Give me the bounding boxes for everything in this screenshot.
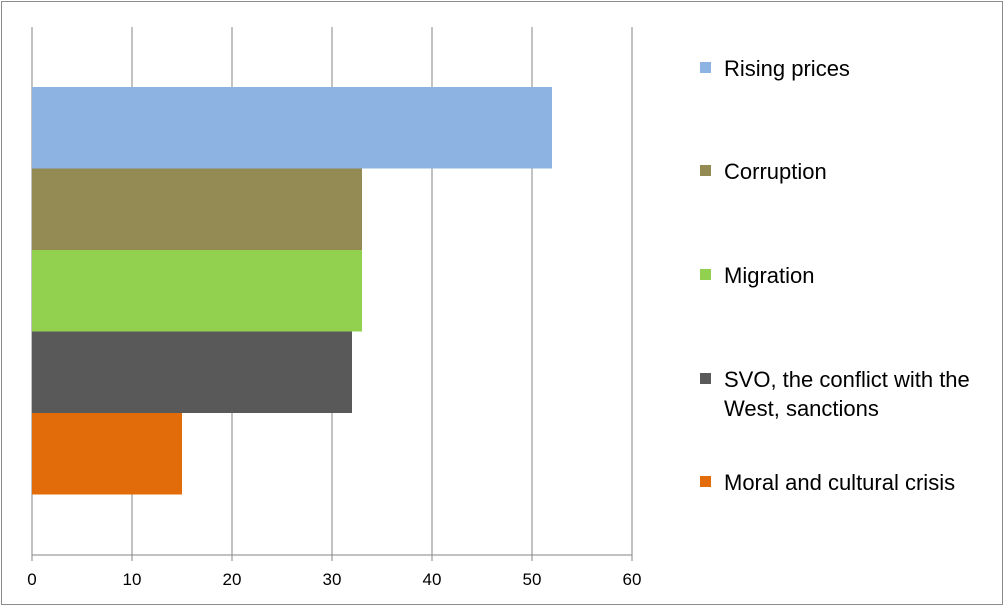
legend-item-corruption: Corruption <box>700 157 979 186</box>
x-tick-label: 50 <box>523 570 542 589</box>
bar <box>32 413 182 495</box>
bar <box>32 168 362 250</box>
x-tick-label: 40 <box>423 570 442 589</box>
x-tick-label: 60 <box>623 570 642 589</box>
legend-label: Moral and cultural crisis <box>724 470 956 495</box>
x-axis: 0 10 20 30 40 50 60 <box>27 554 642 589</box>
legend-swatch <box>700 476 711 487</box>
bar <box>32 87 552 169</box>
legend-swatch <box>700 165 711 176</box>
bar <box>32 331 352 413</box>
x-tick-label: 30 <box>323 570 342 589</box>
legend-item-moral-crisis: Moral and cultural crisis <box>700 468 979 497</box>
bars <box>32 87 552 495</box>
x-tick-label: 10 <box>123 570 142 589</box>
legend-swatch <box>700 62 711 73</box>
legend-label: SVO, the conflict with the West, sanctio… <box>724 367 970 421</box>
legend-item-migration: Migration <box>700 261 979 290</box>
x-tick-label: 20 <box>223 570 242 589</box>
legend-swatch <box>700 373 711 384</box>
x-tick-label: 0 <box>27 570 36 589</box>
legend-label: Corruption <box>724 159 827 184</box>
legend-label: Rising prices <box>724 56 850 81</box>
legend-item-svo-conflict: SVO, the conflict with the West, sanctio… <box>700 365 979 423</box>
bar <box>32 250 362 332</box>
legend-item-rising-prices: Rising prices <box>700 54 979 83</box>
legend-swatch <box>700 269 711 280</box>
legend-label: Migration <box>724 263 815 288</box>
